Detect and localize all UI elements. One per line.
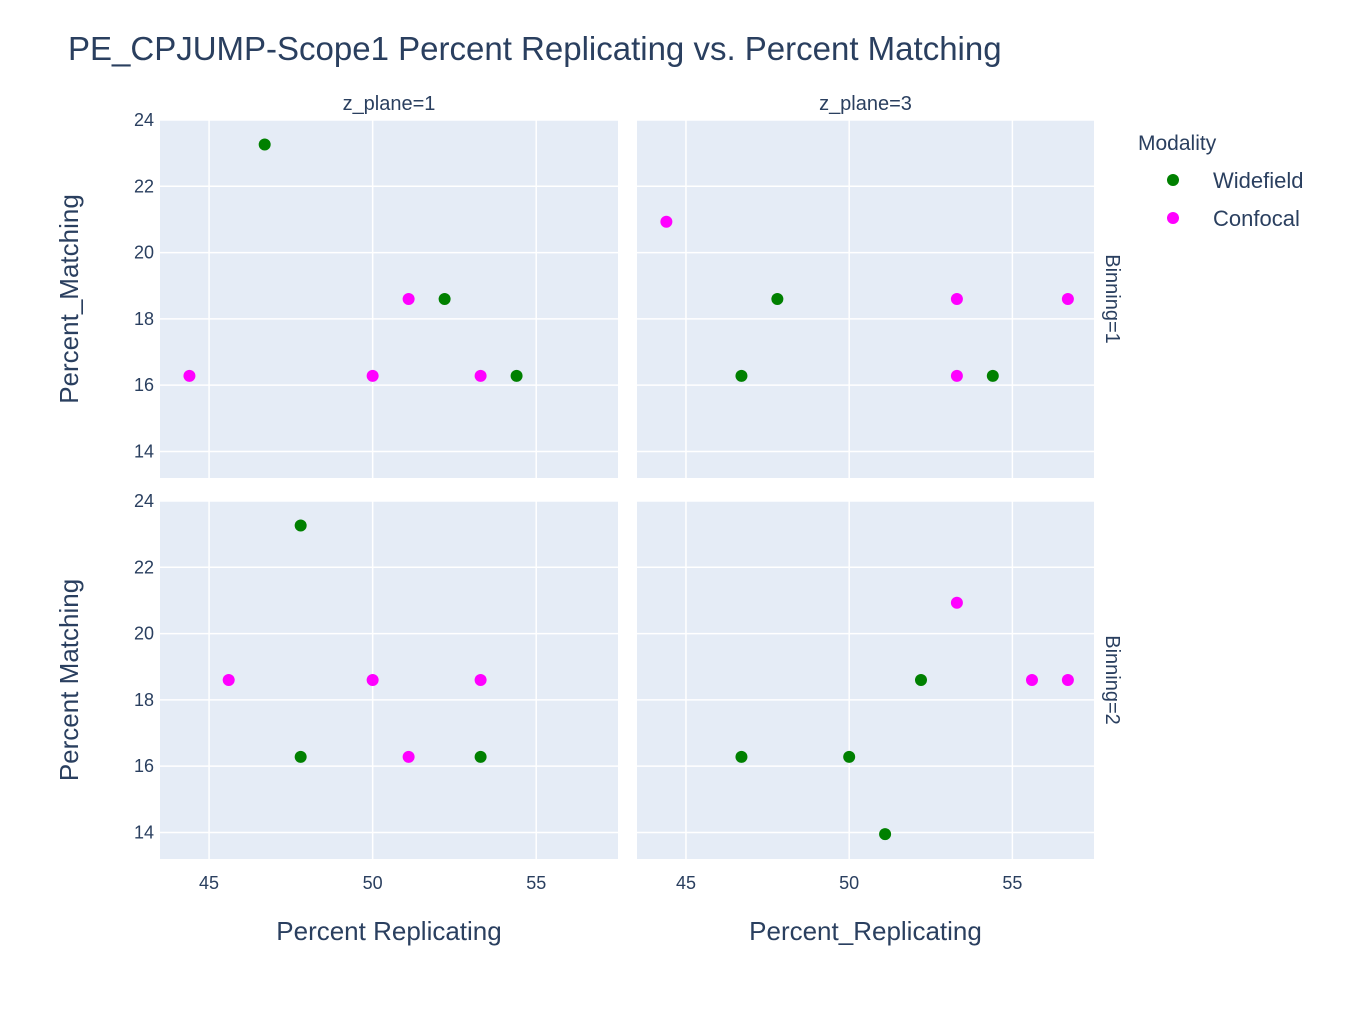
x-tick-label: 50	[363, 873, 383, 893]
point-confocal[interactable]	[660, 215, 673, 228]
x-axis-title: Percent_Replicating	[749, 916, 982, 946]
y-tick-label: 24	[134, 110, 154, 130]
panel-4: 45 50 55 Binning=2 Percent_Replicating	[637, 500, 1123, 946]
plot-area	[160, 120, 618, 478]
y-tick-label: 20	[134, 624, 154, 644]
legend: Modality Widefield Confocal	[1138, 132, 1303, 231]
y-tick-label: 22	[134, 176, 154, 196]
point-confocal[interactable]	[222, 674, 235, 686]
point-confocal[interactable]	[950, 293, 963, 305]
plot-area	[160, 501, 618, 859]
legend-label: Widefield	[1213, 168, 1303, 193]
plot-area	[637, 501, 1094, 859]
legend-item-widefield[interactable]: Widefield	[1167, 168, 1303, 193]
x-tick-label: 55	[526, 873, 546, 893]
point-widefield[interactable]	[735, 369, 748, 382]
point-widefield[interactable]	[986, 369, 999, 382]
point-confocal[interactable]	[474, 369, 487, 382]
point-confocal[interactable]	[950, 596, 963, 609]
legend-marker	[1167, 212, 1179, 224]
x-tick-label: 50	[839, 873, 859, 893]
point-confocal[interactable]	[366, 674, 379, 686]
y-tick-label: 16	[134, 756, 154, 776]
plot-area	[637, 120, 1094, 478]
y-tick-label: 16	[134, 375, 154, 395]
y-tick-label: 14	[134, 822, 154, 842]
legend-title: Modality	[1138, 132, 1217, 155]
panel-3: 14 16 18 20 22 24 45 50 55 Percent Matching Percen…	[54, 491, 618, 946]
point-confocal[interactable]	[183, 369, 196, 382]
panel-2: z_plane=3 Binning=1	[637, 93, 1123, 478]
point-widefield[interactable]	[843, 750, 856, 763]
y-axis-title: Percent_Matching	[54, 194, 84, 404]
point-widefield[interactable]	[879, 828, 892, 841]
column-facet-label: z_plane=3	[819, 93, 912, 115]
y-tick-label: 22	[134, 557, 154, 577]
point-widefield[interactable]	[258, 138, 271, 151]
point-confocal[interactable]	[402, 750, 415, 763]
column-facet-label: z_plane=1	[343, 93, 436, 115]
point-widefield[interactable]	[914, 674, 927, 686]
point-confocal[interactable]	[1061, 674, 1074, 686]
point-confocal[interactable]	[1025, 674, 1038, 686]
point-widefield[interactable]	[474, 750, 487, 763]
y-axis-title: Percent Matching	[54, 579, 84, 781]
y-tick-label: 18	[134, 309, 154, 329]
x-tick-label: 45	[199, 873, 219, 893]
y-tick-label: 20	[134, 243, 154, 263]
point-confocal[interactable]	[1061, 293, 1074, 305]
y-tick-label: 14	[134, 441, 154, 461]
x-tick-label: 45	[676, 873, 696, 893]
row-facet-label: Binning=2	[1101, 635, 1123, 725]
point-confocal[interactable]	[950, 369, 963, 382]
x-axis-title: Percent Replicating	[276, 916, 501, 946]
point-confocal[interactable]	[402, 293, 415, 305]
facet-panels: 14 16 18 20 22 24 z_plane=1 Percent_Matching z_p…	[54, 93, 1123, 946]
y-tick-label: 18	[134, 690, 154, 710]
point-confocal[interactable]	[366, 369, 379, 382]
panel-1: 14 16 18 20 22 24 z_plane=1 Percent_Matching	[54, 93, 618, 478]
legend-item-confocal[interactable]: Confocal	[1167, 206, 1300, 231]
point-widefield[interactable]	[510, 369, 523, 382]
point-widefield[interactable]	[294, 750, 307, 763]
x-tick-label: 55	[1002, 873, 1022, 893]
point-widefield[interactable]	[294, 519, 307, 532]
chart-title: PE_CPJUMP-Scope1 Percent Replicating vs.…	[68, 30, 1002, 67]
legend-marker	[1167, 174, 1179, 186]
y-tick-label: 24	[134, 491, 154, 511]
legend-label: Confocal	[1213, 206, 1300, 231]
point-confocal[interactable]	[474, 674, 487, 686]
point-widefield[interactable]	[735, 750, 748, 763]
row-facet-label: Binning=1	[1101, 254, 1123, 344]
point-widefield[interactable]	[438, 293, 451, 305]
point-widefield[interactable]	[771, 293, 784, 305]
